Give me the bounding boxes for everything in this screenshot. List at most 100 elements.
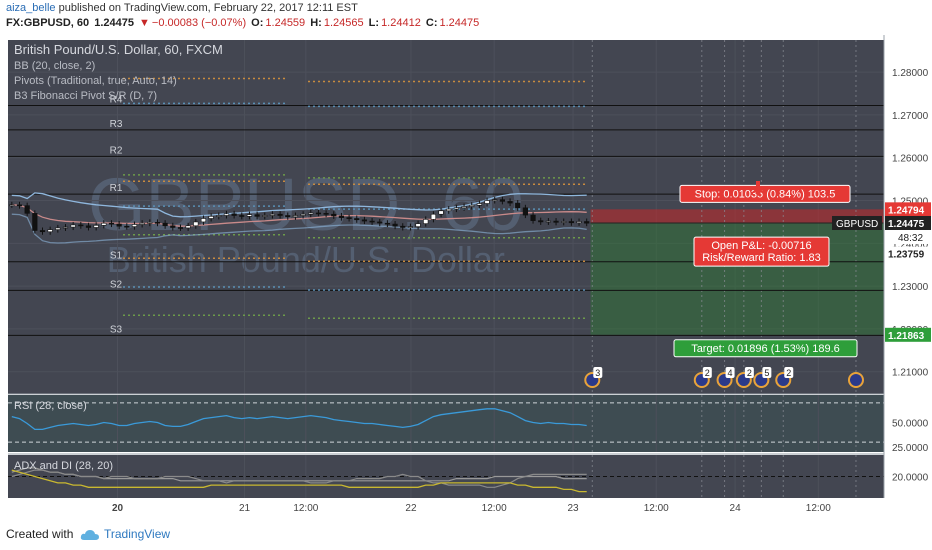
- candle-body[interactable]: [308, 212, 314, 215]
- candle-body[interactable]: [124, 225, 130, 228]
- candle-body[interactable]: [39, 230, 46, 233]
- candle-body[interactable]: [162, 222, 168, 227]
- candle-body[interactable]: [285, 215, 291, 218]
- candle-body[interactable]: [400, 225, 406, 228]
- candle-body[interactable]: [315, 212, 322, 215]
- price-axis[interactable]: [884, 35, 932, 518]
- symbol-tag-text: GBPUSD: [836, 219, 878, 230]
- candle-body[interactable]: [78, 224, 84, 227]
- candle-body[interactable]: [369, 220, 375, 223]
- candle-body[interactable]: [216, 215, 222, 217]
- ohlc-header: FX:GBPUSD, 60 1.24475 ▼ −0.00083 (−0.07%)…: [6, 17, 481, 32]
- candle-body[interactable]: [93, 225, 99, 228]
- author-link[interactable]: aiza_belle: [6, 2, 56, 14]
- candle-body[interactable]: [392, 223, 398, 227]
- candle-body[interactable]: [415, 223, 421, 227]
- candle-body[interactable]: [62, 226, 69, 229]
- stop-arrow-icon: [752, 181, 764, 196]
- candle-body[interactable]: [170, 225, 176, 228]
- candle-body[interactable]: [85, 225, 92, 228]
- candle-body[interactable]: [323, 213, 329, 215]
- candle-body[interactable]: [361, 219, 368, 222]
- candle-body[interactable]: [55, 227, 61, 230]
- candle-body[interactable]: [407, 226, 414, 228]
- created-with-text: Created with: [6, 527, 74, 541]
- candle-body[interactable]: [147, 222, 153, 224]
- candle-body[interactable]: [223, 213, 230, 216]
- candle-body[interactable]: [185, 225, 191, 229]
- candle-body[interactable]: [354, 218, 360, 221]
- candle-body[interactable]: [70, 224, 76, 228]
- stop-zone[interactable]: [590, 209, 884, 223]
- symbol-label: FX:GBPUSD, 60: [6, 17, 90, 29]
- time-axis[interactable]: [8, 498, 884, 518]
- candle-body[interactable]: [499, 199, 505, 202]
- candle-body[interactable]: [469, 204, 475, 207]
- candle-body[interactable]: [584, 221, 590, 224]
- candle-body[interactable]: [438, 210, 444, 215]
- pnl-label-box[interactable]: [693, 236, 830, 267]
- candle-body[interactable]: [484, 200, 490, 204]
- bb-upper-line: [11, 192, 587, 218]
- publish-text: published on TradingView.com, February 2…: [55, 2, 358, 14]
- candle-body[interactable]: [423, 219, 429, 224]
- candle-body[interactable]: [476, 203, 482, 206]
- candle-body[interactable]: [24, 205, 30, 214]
- candle-body[interactable]: [269, 213, 276, 216]
- candle-body[interactable]: [446, 208, 452, 212]
- candle-body[interactable]: [16, 204, 23, 207]
- candle-body[interactable]: [545, 220, 551, 223]
- candle-body[interactable]: [300, 213, 306, 216]
- candle-body[interactable]: [331, 213, 337, 217]
- candle-body[interactable]: [108, 222, 115, 225]
- candle-body[interactable]: [116, 223, 122, 227]
- candle-body[interactable]: [101, 222, 107, 226]
- candle-body[interactable]: [231, 213, 237, 216]
- time-tick-label: 21: [239, 503, 251, 514]
- time-tick-label: 22: [405, 503, 417, 514]
- candle-body[interactable]: [254, 214, 260, 217]
- candle-body[interactable]: [346, 217, 352, 219]
- candle-body[interactable]: [262, 215, 268, 217]
- candle-body[interactable]: [538, 220, 544, 223]
- candle-body[interactable]: [553, 220, 559, 223]
- candle-body[interactable]: [492, 199, 498, 201]
- target-label-box[interactable]: [673, 339, 858, 358]
- candle-body[interactable]: [461, 206, 467, 209]
- candle-body[interactable]: [277, 213, 283, 216]
- candle-body[interactable]: [32, 213, 38, 231]
- stop-label-box[interactable]: [679, 184, 851, 203]
- extra-level-badge: [885, 246, 931, 261]
- candle-body[interactable]: [515, 202, 521, 209]
- candle-body[interactable]: [292, 215, 299, 218]
- candle-body[interactable]: [384, 222, 391, 225]
- candle-body[interactable]: [139, 222, 145, 225]
- candle-body[interactable]: [522, 207, 528, 216]
- candle-body[interactable]: [568, 221, 574, 224]
- candle-body[interactable]: [561, 221, 567, 223]
- candle-body[interactable]: [377, 221, 383, 224]
- event-count-badge: [784, 367, 794, 378]
- candle-body[interactable]: [453, 207, 460, 210]
- candle-body[interactable]: [154, 222, 161, 224]
- stop-price-badge: [885, 202, 931, 217]
- candle-body[interactable]: [177, 227, 184, 229]
- legend-pivots: Pivots (Traditional, true, Auto, 14): [14, 75, 177, 87]
- pivot-label: R3: [110, 119, 123, 130]
- candle-body[interactable]: [530, 214, 536, 221]
- candle-body[interactable]: [208, 216, 214, 219]
- candle-body[interactable]: [200, 218, 207, 223]
- candle-body[interactable]: [131, 224, 138, 227]
- tradingview-brand[interactable]: TradingView: [104, 527, 171, 541]
- candle-body[interactable]: [338, 215, 345, 218]
- candle-body[interactable]: [246, 214, 253, 217]
- candle-body[interactable]: [193, 221, 199, 227]
- candle-body[interactable]: [239, 215, 245, 217]
- countdown-text: 48:32: [898, 233, 923, 244]
- candle-body[interactable]: [47, 229, 53, 233]
- candle-body[interactable]: [430, 213, 437, 220]
- candle-body[interactable]: [576, 221, 582, 224]
- candle-body[interactable]: [9, 204, 15, 207]
- candle-body[interactable]: [507, 201, 513, 204]
